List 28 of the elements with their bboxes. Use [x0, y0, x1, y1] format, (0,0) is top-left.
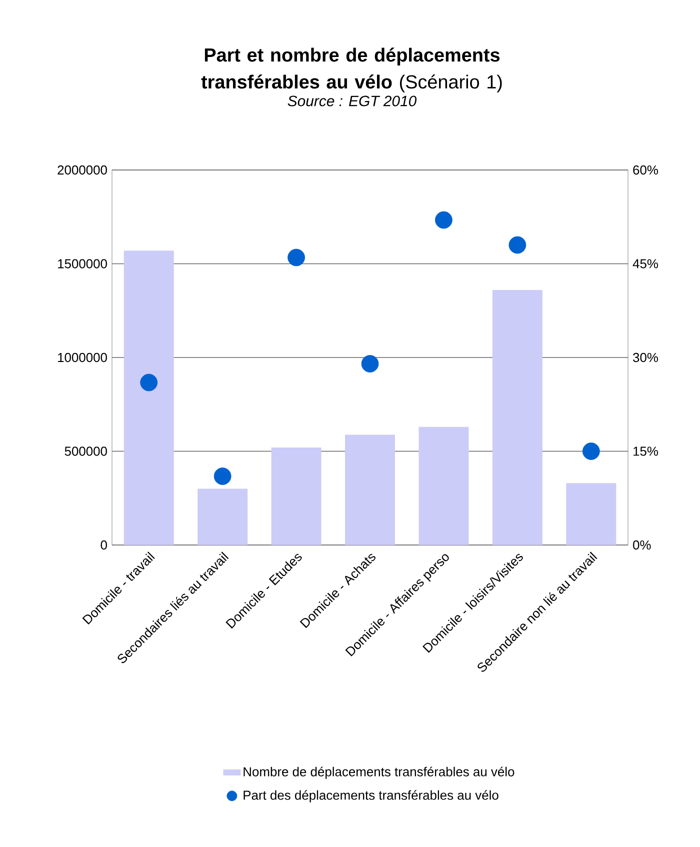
y-tick-label: 1500000: [58, 259, 107, 268]
legend-label: Nombre de déplacements transférables au vélo: [244, 766, 514, 779]
bar: [566, 483, 616, 545]
y2-tick-label: 0%: [633, 540, 651, 550]
bar: [124, 250, 174, 545]
y2-tick-label: 15%: [634, 446, 658, 456]
bar: [345, 434, 395, 545]
point: [508, 236, 526, 254]
y2-tick-label: 45%: [632, 259, 658, 268]
y-tick-label: 0: [100, 540, 107, 550]
bar: [418, 426, 469, 545]
chart-subtitle: Source : EGT 2010: [288, 96, 417, 106]
bar: [492, 290, 542, 545]
point: [361, 355, 379, 372]
point: [435, 211, 452, 229]
y2-tick-label: 60%: [633, 165, 658, 175]
bar: [271, 447, 322, 545]
y-tick-label: 2000000: [58, 165, 107, 175]
bar: [198, 488, 248, 545]
point: [582, 442, 600, 460]
y2-tick-label: 30%: [633, 352, 658, 362]
point: [140, 374, 158, 392]
legend-label: Part des déplacements transférables au vélo: [244, 790, 498, 802]
y-tick-label: 500000: [64, 446, 107, 456]
y-tick-label: 1000000: [58, 352, 107, 362]
point: [214, 468, 232, 485]
chart-title: Part et nombre de déplacements transférables au vélo (Scénario 1): [201, 48, 502, 92]
point: [288, 248, 305, 266]
